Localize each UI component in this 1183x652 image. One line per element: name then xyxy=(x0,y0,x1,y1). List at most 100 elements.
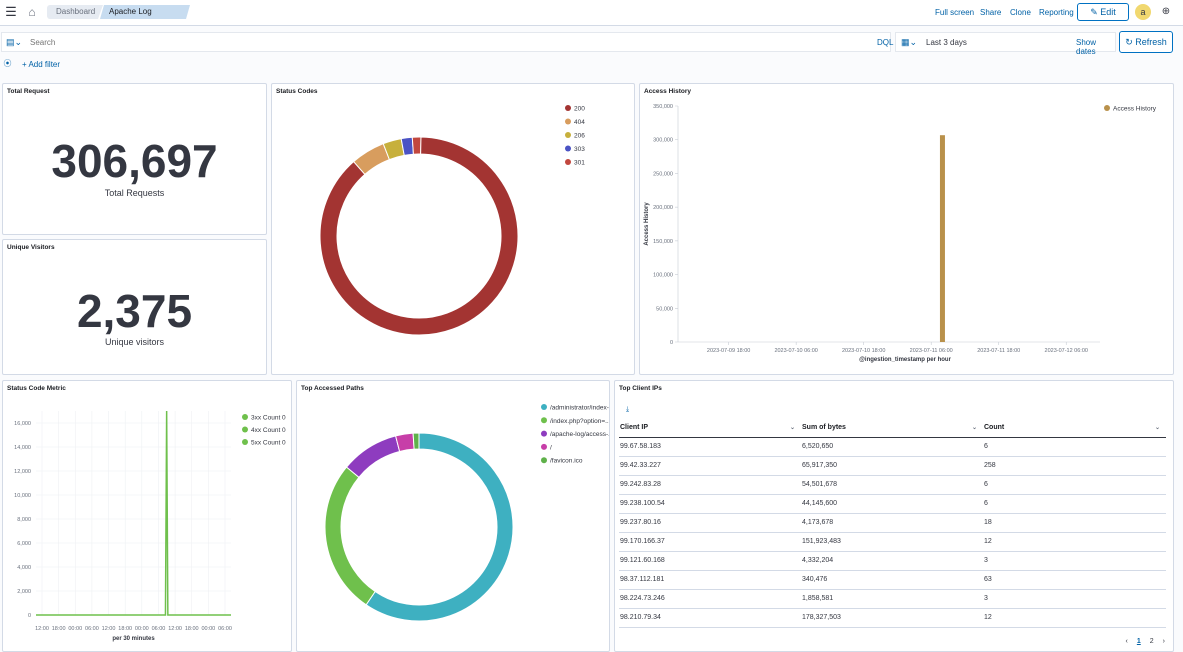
query-field: ▤⌄ DQL xyxy=(1,32,894,52)
chevron-down-icon[interactable]: ⌄ xyxy=(971,425,977,431)
donut-slice[interactable] xyxy=(395,432,415,453)
legend-label[interactable]: 301 xyxy=(574,160,585,167)
legend-label[interactable]: 5xx Count xyxy=(251,440,280,447)
donut-slice[interactable] xyxy=(411,136,422,155)
legend-label[interactable]: /favicon.ico xyxy=(550,458,583,465)
breadcrumb-dashboard[interactable]: Dashboard xyxy=(47,5,103,19)
x-tick-label: 00:00 xyxy=(68,626,82,632)
y-tick-label: 200,000 xyxy=(653,205,673,211)
donut-slice[interactable] xyxy=(412,432,420,450)
show-dates-link[interactable]: Show dates xyxy=(1076,38,1097,56)
client-ip-cell: 98.210.79.34 xyxy=(619,608,801,628)
calendar-icon[interactable]: ▦⌄ xyxy=(901,37,918,47)
x-axis-title: per 30 minutes xyxy=(112,636,155,642)
table-row: 99.121.60.168 4,332,204 3 xyxy=(619,551,1166,571)
x-tick-label: 18:00 xyxy=(185,626,199,632)
filter-icon[interactable]: ⦿ xyxy=(3,59,12,68)
client-ip-cell: 98.224.73.246 xyxy=(619,589,801,609)
client-ip-cell: 99.170.166.37 xyxy=(619,532,801,552)
x-axis-title: @ingestion_timestamp per hour xyxy=(859,357,952,363)
y-tick-label: 0 xyxy=(670,340,673,346)
legend-label[interactable]: 404 xyxy=(574,119,585,126)
donut-slice[interactable] xyxy=(319,136,519,336)
legend-label[interactable]: /apache-log/access-... xyxy=(550,431,610,438)
table-row: 99.237.80.16 4,173,678 18 xyxy=(619,513,1166,533)
home-icon[interactable]: ⌂ xyxy=(28,5,36,19)
reporting-link[interactable]: Reporting xyxy=(1039,8,1074,17)
legend-swatch xyxy=(541,443,547,450)
y-tick-label: 2,000 xyxy=(17,589,31,595)
donut-slice[interactable] xyxy=(365,432,514,622)
x-tick-label: 2023-07-11 18:00 xyxy=(977,348,1020,354)
count-cell: 6 xyxy=(983,475,1166,495)
column-header-client-ip[interactable]: Client IP ⌄ xyxy=(619,418,801,438)
y-tick-label: 16,000 xyxy=(14,421,31,427)
prev-page-icon[interactable]: ‹ xyxy=(1125,638,1128,645)
sum-bytes-cell: 6,520,650 xyxy=(801,437,983,457)
column-header-sum-bytes[interactable]: Sum of bytes ⌄ xyxy=(801,418,983,438)
chevron-down-icon[interactable]: ⌄ xyxy=(789,425,795,431)
legend-label[interactable]: / xyxy=(550,444,552,451)
help-icon[interactable]: ⊕ xyxy=(1161,6,1171,17)
unique-visitors-label: Unique visitors xyxy=(104,337,165,347)
legend-label[interactable]: 303 xyxy=(574,146,585,153)
hamburger-menu-icon[interactable]: ☰ xyxy=(5,4,17,19)
x-tick-label: 12:00 xyxy=(168,626,182,632)
date-range-label[interactable]: Last 3 days xyxy=(926,38,967,47)
legend-value: 0 xyxy=(282,415,286,422)
legend-label[interactable]: Access History xyxy=(1113,106,1157,113)
legend-label[interactable]: 4xx Count xyxy=(251,427,280,434)
access-history-bar-chart: 0 50,000 100,000 150,000 200,000 250,000 300,0… xyxy=(644,104,1157,363)
share-link[interactable]: Share xyxy=(980,8,1002,17)
status-codes-donut-chart: 200 404 206 303 301 xyxy=(319,105,585,336)
legend-label[interactable]: /administrator/index-... xyxy=(550,405,610,412)
y-tick-label: 6,000 xyxy=(17,541,31,547)
add-filter-link[interactable]: + Add filter xyxy=(22,60,61,69)
client-ip-cell: 98.37.112.181 xyxy=(619,570,801,590)
status-metric-panel: Status Code Metric 0 2,000 4,000 6,000 8,000… xyxy=(2,380,292,652)
x-tick-label: 2023-07-10 18:00 xyxy=(842,348,885,354)
status-codes-panel: Status Codes 200 404 206 303 301 xyxy=(271,83,635,375)
panel-title: Access History xyxy=(644,88,691,95)
column-header-label: Client IP xyxy=(620,423,649,431)
clone-link[interactable]: Clone xyxy=(1010,8,1031,17)
data-bar[interactable] xyxy=(939,135,945,342)
full-screen-link[interactable]: Full screen xyxy=(935,8,975,17)
table-row: 98.37.112.181 340,476 63 xyxy=(619,570,1166,590)
y-tick-label: 4,000 xyxy=(17,565,31,571)
unique-visitors-value: 2,375 xyxy=(76,285,193,337)
chevron-down-icon[interactable]: ⌄ xyxy=(1154,425,1160,431)
search-input[interactable] xyxy=(30,34,850,50)
y-tick-label: 350,000 xyxy=(653,104,673,110)
y-tick-label: 150,000 xyxy=(653,239,673,245)
top-ips-panel: Top Client IPs ⤓ Client IP ⌄ Sum of bytes… xyxy=(614,380,1174,652)
x-tick-label: 06:00 xyxy=(218,626,232,632)
avatar[interactable]: a xyxy=(1135,4,1151,20)
legend-label[interactable]: 200 xyxy=(574,106,585,113)
y-tick-label: 250,000 xyxy=(653,171,673,177)
count-cell: 18 xyxy=(983,513,1166,533)
download-icon[interactable]: ⤓ xyxy=(626,406,630,413)
access-history-panel: Access History 0 50,000 100,000 150,000 200,… xyxy=(639,83,1174,375)
y-axis-title: Access History xyxy=(644,202,650,246)
page-1-button[interactable]: 1 xyxy=(1136,638,1141,645)
edit-button[interactable]: ✎ Edit xyxy=(1077,3,1129,21)
legend-label[interactable]: 3xx Count xyxy=(251,415,280,422)
series-line[interactable] xyxy=(36,410,231,616)
saved-query-icon[interactable]: ▤⌄ xyxy=(6,37,23,47)
refresh-button[interactable]: ↻ Refresh xyxy=(1119,31,1173,53)
legend-label[interactable]: 206 xyxy=(574,133,585,140)
donut-slice[interactable] xyxy=(324,466,376,606)
count-cell: 3 xyxy=(983,589,1166,609)
column-header-count[interactable]: Count ⌄ xyxy=(983,418,1166,438)
date-picker[interactable]: ▦⌄ Last 3 days Show dates xyxy=(895,32,1116,56)
donut-slice[interactable] xyxy=(345,435,401,478)
page-2-button[interactable]: 2 xyxy=(1149,638,1154,645)
panel-title: Unique Visitors xyxy=(7,244,55,251)
sum-bytes-cell: 54,501,678 xyxy=(801,475,983,495)
dql-toggle[interactable]: DQL xyxy=(877,38,894,47)
legend-label[interactable]: /index.php?option=... xyxy=(550,418,610,425)
next-page-icon[interactable]: › xyxy=(1162,638,1165,645)
breadcrumb-current: Apache Log Dashboard xyxy=(100,5,190,19)
pagination: ‹ 1 2 › xyxy=(1126,638,1166,645)
